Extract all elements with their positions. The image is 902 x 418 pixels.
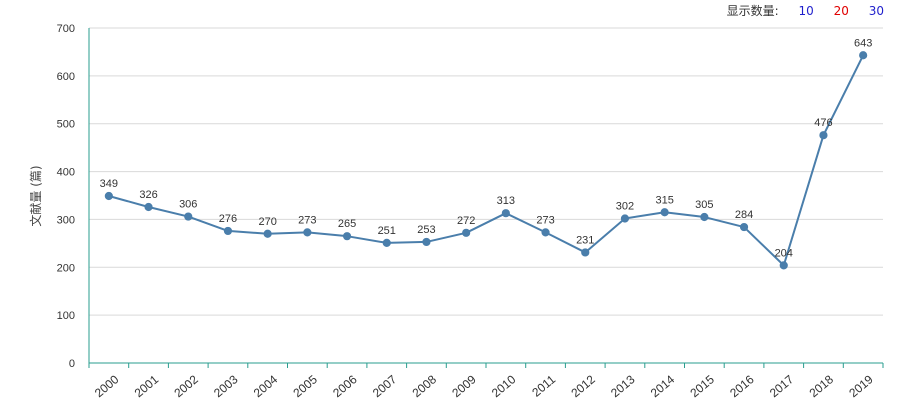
data-label-2007: 251	[378, 225, 396, 237]
data-label-2013: 302	[616, 200, 634, 212]
x-tick-2012: 2012	[568, 372, 598, 400]
x-tick-2003: 2003	[211, 372, 241, 400]
display-count-option-10[interactable]: 10	[798, 4, 814, 18]
display-count-option-30[interactable]: 30	[868, 4, 884, 18]
x-tick-2002: 2002	[171, 372, 201, 400]
y-axis-ticks: 0 100 200 300 400 500 600 700	[57, 23, 75, 370]
data-label-2003: 276	[219, 213, 237, 225]
x-tick-2017: 2017	[767, 372, 797, 400]
y-tick-0: 0	[69, 358, 75, 370]
x-tick-2004: 2004	[251, 372, 281, 400]
data-point-2019	[859, 51, 868, 60]
data-point-2006	[342, 232, 352, 241]
data-label-2010: 313	[497, 195, 515, 207]
x-axis-ticks: 2000 2001 2002 2003 2004 2005 2006 2007 2008 2009…	[92, 372, 876, 400]
data-label-2005: 273	[298, 214, 316, 226]
data-point-2000	[104, 191, 113, 201]
series-line	[108, 54, 865, 267]
data-label-2008: 253	[417, 224, 435, 236]
y-axis-label: 文献量 (篇)	[28, 165, 43, 226]
data-label-2014: 315	[655, 194, 673, 206]
data-point-2018	[819, 131, 828, 140]
data-point-2012	[581, 248, 590, 257]
axes	[88, 28, 884, 368]
data-point-2016	[739, 222, 749, 232]
data-label-2018: 476	[814, 117, 832, 129]
data-label-2004: 270	[258, 216, 276, 228]
x-tick-2011: 2011	[529, 372, 558, 400]
x-tick-2019: 2019	[846, 372, 876, 400]
data-label-2015: 305	[695, 199, 713, 211]
data-point-2009	[462, 228, 471, 237]
data-point-2004	[263, 229, 272, 238]
data-point-2011	[541, 228, 550, 237]
x-tick-2006: 2006	[330, 372, 360, 400]
data-labels: 349 326 306 276 270 273 265 251 253 272 313 273 231 3…	[100, 37, 873, 259]
data-label-2011: 273	[536, 214, 554, 226]
data-point-2015	[700, 212, 709, 222]
data-point-2001	[144, 202, 153, 212]
x-tick-2013: 2013	[608, 372, 638, 400]
y-tick-300: 300	[57, 214, 75, 226]
display-count-label: 显示数量:	[726, 4, 779, 18]
y-tick-500: 500	[57, 119, 75, 131]
y-tick-200: 200	[57, 262, 75, 274]
x-tick-2001: 2001	[132, 372, 162, 400]
display-count-toolbar: 显示数量: 10 20 30	[721, 2, 884, 19]
x-tick-2016: 2016	[727, 372, 757, 400]
x-tick-2018: 2018	[807, 372, 837, 400]
x-tick-2015: 2015	[687, 372, 717, 400]
data-label-2012: 231	[576, 234, 594, 246]
data-point-2005	[303, 228, 312, 237]
data-label-2000: 349	[100, 178, 118, 190]
x-tick-2005: 2005	[290, 372, 320, 400]
data-label-2002: 306	[179, 199, 197, 211]
x-tick-2010: 2010	[489, 372, 519, 400]
data-point-2003	[223, 226, 233, 236]
data-label-2017: 204	[775, 247, 793, 259]
series	[104, 51, 868, 270]
data-point-2010	[501, 209, 510, 218]
data-point-2002	[184, 212, 193, 221]
data-label-2006: 265	[338, 218, 356, 230]
data-point-2008	[422, 237, 431, 247]
data-point-2013	[620, 214, 630, 223]
y-tick-400: 400	[57, 167, 75, 179]
display-count-option-20[interactable]: 20	[833, 4, 849, 18]
x-tick-2014: 2014	[648, 372, 678, 400]
data-point-2007	[382, 238, 391, 247]
x-tick-2000: 2000	[92, 372, 122, 400]
data-point-2014	[660, 208, 669, 217]
data-label-2019: 643	[854, 37, 872, 49]
data-label-2009: 272	[457, 215, 475, 227]
grid-lines	[89, 27, 883, 316]
x-tick-2007: 2007	[370, 372, 400, 400]
x-tick-2009: 2009	[449, 372, 479, 400]
y-tick-100: 100	[57, 310, 75, 322]
x-tick-2008: 2008	[410, 372, 440, 400]
y-tick-700: 700	[57, 23, 75, 35]
y-tick-600: 600	[57, 71, 75, 83]
data-label-2001: 326	[139, 189, 157, 201]
data-point-2017	[779, 261, 788, 270]
data-label-2016: 284	[735, 209, 753, 221]
